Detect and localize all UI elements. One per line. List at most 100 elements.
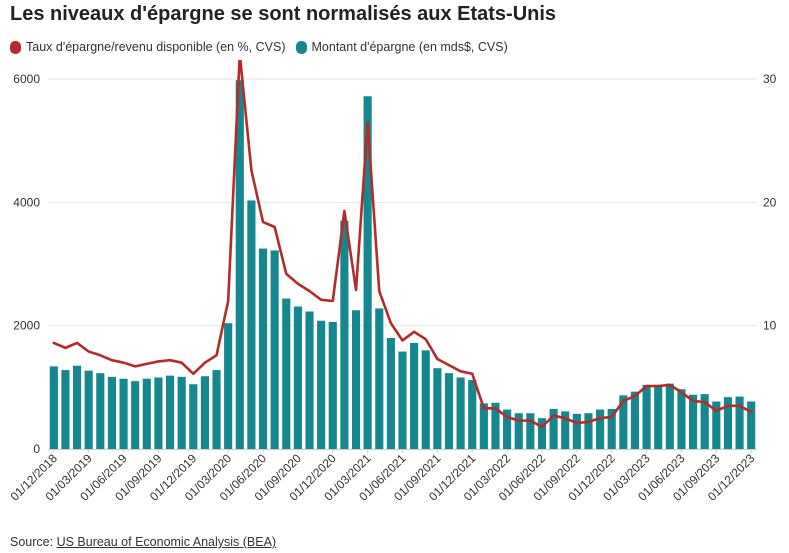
line-point	[634, 395, 636, 397]
line-point	[262, 221, 264, 223]
line-point	[704, 401, 706, 403]
line-point	[76, 342, 78, 344]
bar	[468, 379, 477, 449]
line-point	[169, 359, 171, 361]
bar	[224, 323, 233, 449]
bar	[537, 418, 547, 449]
bar	[410, 342, 419, 449]
bar	[49, 366, 58, 449]
line-point	[88, 350, 90, 353]
line-point	[483, 407, 485, 409]
bar	[165, 375, 175, 449]
line-point	[657, 385, 659, 387]
line-point	[611, 416, 613, 418]
line-point	[285, 273, 287, 275]
line-point	[378, 290, 380, 292]
line-point	[192, 373, 194, 375]
line-point	[367, 121, 369, 123]
line-point	[297, 283, 299, 285]
bar	[747, 401, 756, 449]
line-point	[401, 339, 404, 342]
bar	[72, 365, 82, 449]
y-left-tick-label: 0	[33, 442, 40, 456]
chart-title: Les niveaux d'épargne se sont normalisés…	[10, 3, 557, 25]
line-point	[460, 370, 462, 372]
bar	[689, 394, 698, 449]
line-point	[692, 400, 694, 402]
bar	[654, 384, 663, 449]
bar	[735, 396, 744, 449]
legend-item-saving-amount[interactable]: Montant d'épargne (en mds$, CVS)	[295, 40, 508, 54]
bar	[375, 308, 384, 449]
bar	[340, 220, 349, 449]
line-point	[518, 420, 520, 422]
line-point	[471, 373, 473, 375]
y-right-tick-label: 10	[763, 319, 777, 333]
line-point	[506, 416, 508, 418]
line-point	[727, 405, 729, 407]
bar	[642, 384, 651, 449]
line-point	[122, 362, 125, 364]
bar	[619, 395, 628, 449]
legend-item-saving-rate[interactable]: Taux d'épargne/revenu disponible (en %, …	[10, 40, 286, 54]
bar	[293, 306, 302, 449]
bar	[119, 378, 128, 449]
y-right-tick-label: 30	[763, 72, 777, 86]
bar	[96, 373, 105, 449]
bar	[107, 376, 116, 449]
bar	[526, 413, 535, 449]
bar	[723, 397, 733, 449]
line-point	[332, 300, 334, 302]
line-point	[99, 354, 101, 356]
legend-label-saving-rate: Taux d'épargne/revenu disponible (en %, …	[26, 40, 286, 54]
line-point	[669, 384, 671, 386]
line-point	[576, 422, 578, 424]
bar	[444, 373, 454, 449]
source-prefix: Source:	[10, 535, 57, 549]
bar-series-saving-amount	[49, 80, 756, 449]
bar	[665, 383, 674, 449]
bar	[154, 377, 163, 449]
line-point	[53, 342, 55, 344]
line-series-saving-rate	[52, 60, 753, 429]
line-point	[215, 354, 218, 356]
bar	[479, 403, 488, 449]
bar	[700, 394, 709, 449]
bar	[84, 370, 93, 449]
y-left-tick-label: 2000	[13, 319, 40, 333]
bar	[514, 413, 523, 449]
bar	[235, 80, 244, 449]
line-point	[622, 400, 624, 402]
line-point	[146, 363, 148, 365]
bar	[270, 250, 279, 449]
legend-label-saving-amount: Montant d'épargne (en mds$, CVS)	[311, 40, 508, 54]
bar	[247, 200, 256, 449]
bar	[630, 391, 640, 449]
bar	[328, 321, 337, 449]
bar	[584, 413, 593, 449]
line-point	[64, 347, 67, 349]
bar	[212, 370, 221, 449]
line-point	[425, 338, 427, 340]
line-point	[738, 405, 741, 407]
bar	[363, 96, 372, 449]
line-point	[436, 358, 438, 360]
line-point	[320, 299, 322, 301]
line-point	[111, 359, 113, 361]
bar	[677, 389, 686, 449]
line-point	[204, 362, 206, 364]
bar	[305, 311, 314, 449]
source-link[interactable]: US Bureau of Economic Analysis (BEA)	[56, 535, 277, 549]
legend-swatch-saving-amount	[295, 40, 307, 54]
bar	[421, 350, 430, 449]
bar	[456, 377, 465, 449]
bar	[317, 320, 326, 449]
line-point	[552, 415, 555, 417]
line-point	[680, 391, 683, 393]
bar	[491, 402, 500, 449]
bar	[503, 409, 512, 449]
bar	[131, 381, 140, 449]
bar	[549, 408, 558, 449]
chart-area: 020004000600010203001/12/201801/03/20190…	[8, 60, 777, 504]
bar	[258, 248, 268, 449]
